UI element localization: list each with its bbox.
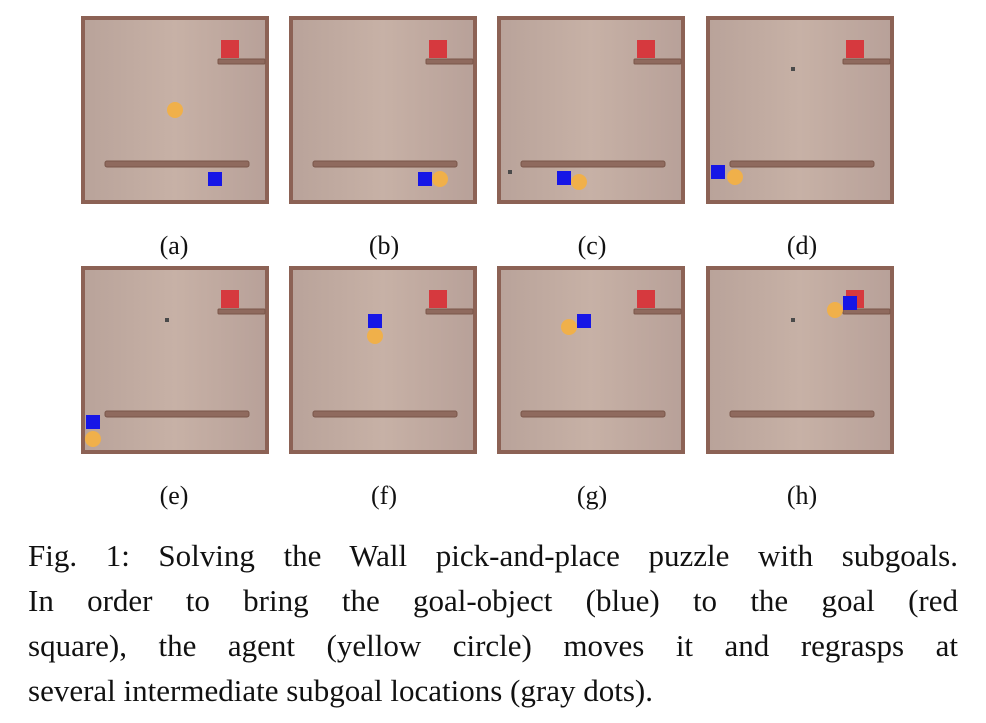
agent-circle	[727, 169, 743, 185]
shelf-wall	[217, 308, 266, 315]
panel-label-d: (d)	[786, 231, 818, 260]
goal-object-square	[711, 165, 725, 179]
subgoal-dot	[165, 318, 169, 322]
bottom-wall	[520, 410, 666, 418]
goal-object-square	[843, 296, 857, 310]
subgoal-dot	[791, 318, 795, 322]
arena-panel-h	[706, 266, 894, 454]
panel-label-g: (g)	[576, 481, 608, 510]
panel-label-c: (c)	[577, 231, 607, 260]
goal-object-square	[86, 415, 100, 429]
shelf-wall	[425, 308, 474, 315]
panel-label-b: (b)	[368, 231, 400, 260]
caption-line-4: several intermediate subgoal locations (…	[28, 673, 653, 708]
panel-label-e: (e)	[159, 481, 189, 510]
goal-square	[846, 40, 864, 58]
subgoal-dot	[791, 67, 795, 71]
goal-square	[221, 290, 239, 308]
shelf-wall	[633, 308, 682, 315]
subgoal-dot	[508, 170, 512, 174]
agent-circle	[827, 302, 843, 318]
arena-panel-g	[497, 266, 685, 454]
arena-panel-a	[81, 16, 269, 204]
agent-circle	[432, 171, 448, 187]
arena-panel-f	[289, 266, 477, 454]
bottom-wall	[520, 160, 666, 168]
goal-square	[637, 40, 655, 58]
agent-circle	[561, 319, 577, 335]
shelf-wall	[842, 58, 891, 65]
bottom-wall	[729, 410, 875, 418]
arena-panel-e	[81, 266, 269, 454]
caption-line-3: square), the agent (yellow circle) moves…	[28, 628, 958, 663]
agent-circle	[85, 431, 101, 447]
arena-panel-d	[706, 16, 894, 204]
agent-circle	[367, 328, 383, 344]
agent-circle	[167, 102, 183, 118]
panel-label-f: (f)	[371, 481, 397, 510]
goal-square	[429, 290, 447, 308]
bottom-wall	[729, 160, 875, 168]
panel-label-a: (a)	[159, 231, 189, 260]
bottom-wall	[104, 410, 250, 418]
goal-object-square	[418, 172, 432, 186]
goal-object-square	[557, 171, 571, 185]
agent-circle	[571, 174, 587, 190]
bottom-wall	[104, 160, 250, 168]
caption-line-1: Fig. 1: Solving the Wall pick-and-place …	[28, 538, 958, 573]
panels-svg	[81, 16, 894, 454]
goal-object-square	[577, 314, 591, 328]
panel-label-h: (h)	[786, 481, 818, 510]
caption-line-2: In order to bring the goal-object (blue)…	[28, 583, 958, 618]
goal-object-square	[368, 314, 382, 328]
arena-panel-b	[289, 16, 477, 204]
goal-square	[429, 40, 447, 58]
arena-panel-c	[497, 16, 685, 204]
goal-square	[637, 290, 655, 308]
shelf-wall	[425, 58, 474, 65]
goal-square	[221, 40, 239, 58]
shelf-wall	[842, 308, 891, 315]
shelf-wall	[633, 58, 682, 65]
figure-caption: Fig. 1: Solving the Wall pick-and-place …	[28, 533, 958, 713]
bottom-wall	[312, 160, 458, 168]
goal-object-square	[208, 172, 222, 186]
shelf-wall	[217, 58, 266, 65]
figure: (a) (b) (c) (d) (e) (f) (g) (h)	[81, 16, 894, 510]
bottom-wall	[312, 410, 458, 418]
